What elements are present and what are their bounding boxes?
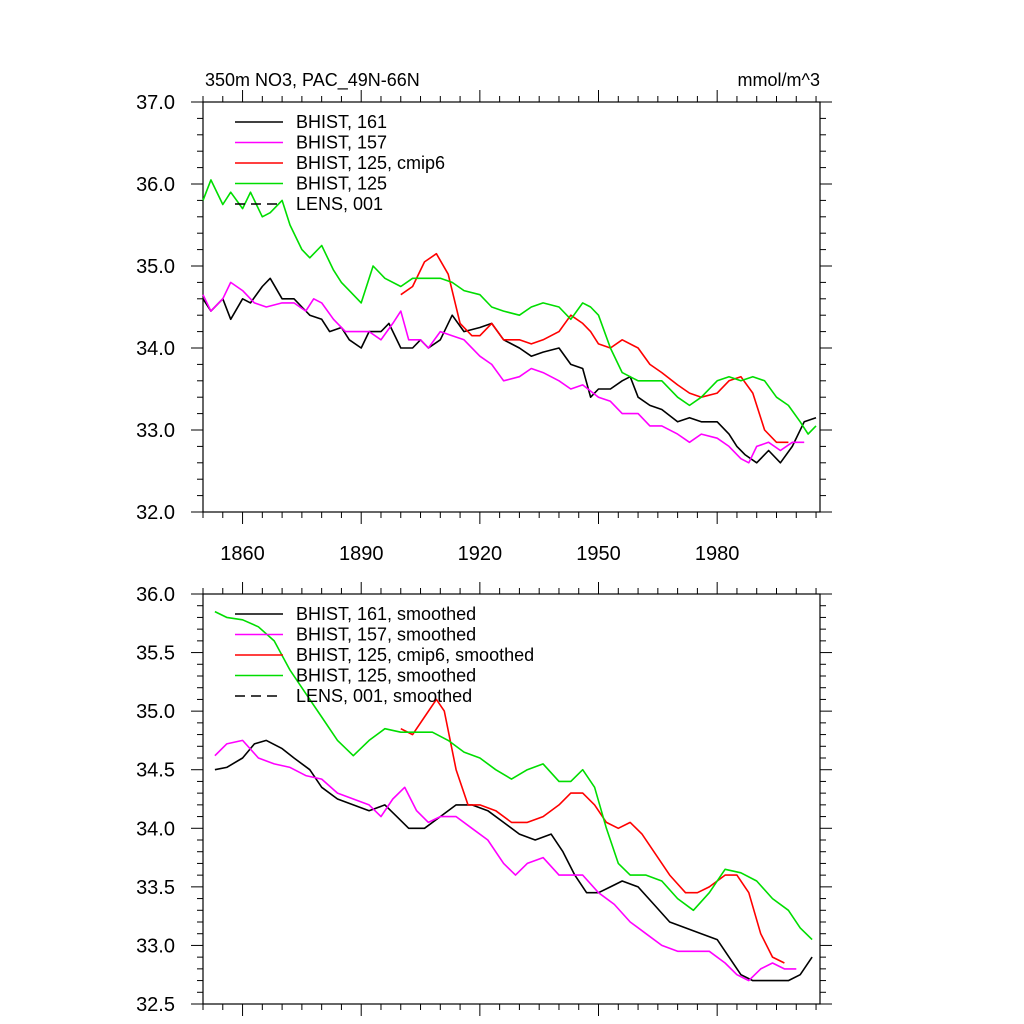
y-tick-label: 33.0 (136, 935, 175, 957)
legend-label: BHIST, 161, smoothed (296, 604, 476, 624)
legend-label: BHIST, 125 (296, 174, 387, 194)
legend-label: BHIST, 157, smoothed (296, 625, 476, 645)
top-axis-ticks: 1860 1890 1920 1950 1980 32.0 33.0 34.0 35.0 36.0… (136, 90, 832, 565)
x-tick-label: 1920 (458, 543, 503, 565)
legend-label: BHIST, 125, cmip6 (296, 153, 445, 173)
top-plot-frame (202, 101, 821, 513)
y-tick-label: 35.5 (136, 643, 175, 665)
series-line-2 (400, 698, 785, 964)
x-tick-label: 1860 (220, 543, 265, 565)
bottom-axis-ticks: 32.5 33.0 33.5 34.0 34.5 35.0 35.5 36.0 (136, 582, 832, 1016)
series-line-1 (214, 739, 797, 982)
y-tick-label: 37.0 (136, 92, 175, 114)
y-tick-label: 34.5 (136, 760, 175, 782)
y-tick-label: 35.0 (136, 701, 175, 723)
series-line-0 (214, 739, 813, 982)
chart-title: 350m NO3, PAC_49N-66N (205, 70, 420, 91)
legend-label: LENS, 001, smoothed (296, 686, 472, 706)
series-line-1 (202, 281, 805, 464)
legend-label: BHIST, 125, cmip6, smoothed (296, 645, 534, 665)
y-tick-label: 36.0 (136, 174, 175, 196)
bottom-series-group (214, 610, 813, 982)
top-panel: 350m NO3, PAC_49N-66N mmol/m^3 1860 1890 1… (136, 70, 832, 565)
y-tick-label: 34.0 (136, 818, 175, 840)
series-line-2 (400, 252, 789, 444)
y-tick-label: 35.0 (136, 256, 175, 278)
legend-label: BHIST, 161 (296, 112, 387, 132)
series-line-3 (214, 610, 813, 941)
bottom-panel: 32.5 33.0 33.5 34.0 34.5 35.0 35.5 36.0 BHIST, … (136, 582, 832, 1016)
y-tick-label: 32.0 (136, 502, 175, 524)
series-line-3 (202, 179, 817, 435)
legend-label: BHIST, 125, smoothed (296, 666, 476, 686)
units-label: mmol/m^3 (738, 70, 820, 90)
bottom-plot-frame (202, 593, 821, 1005)
x-tick-label: 1950 (576, 543, 621, 565)
x-tick-label: 1890 (339, 543, 384, 565)
legend-label: BHIST, 157 (296, 133, 387, 153)
y-tick-label: 36.0 (136, 584, 175, 606)
y-tick-label: 32.5 (136, 994, 175, 1016)
series-line-0 (202, 277, 817, 464)
top-series-group (202, 179, 817, 464)
y-tick-label: 33.0 (136, 420, 175, 442)
legend-label: LENS, 001 (296, 194, 383, 214)
y-tick-label: 34.0 (136, 338, 175, 360)
y-tick-label: 33.5 (136, 877, 175, 899)
x-tick-label: 1980 (695, 543, 740, 565)
